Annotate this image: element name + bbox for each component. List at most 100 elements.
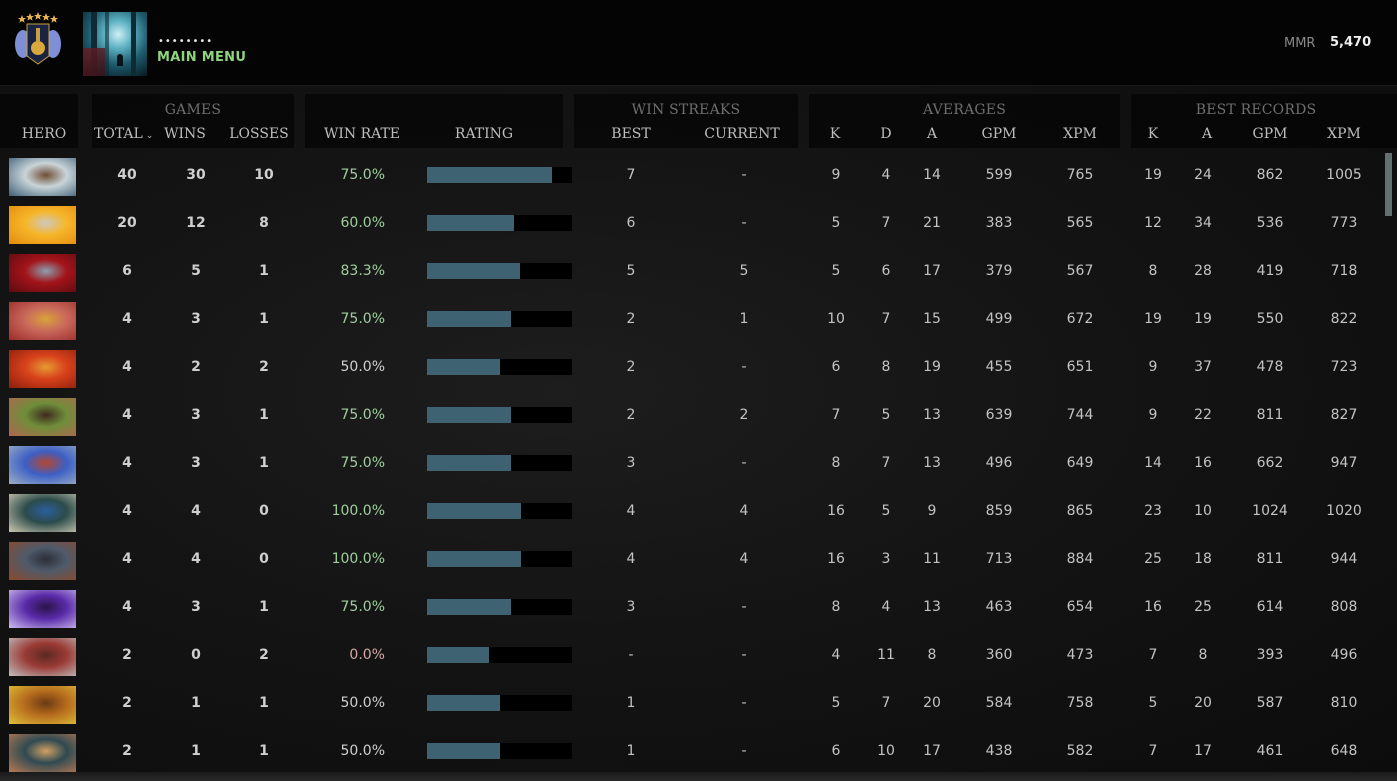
column-header-best-kills[interactable]: K xyxy=(1147,126,1159,142)
cell-losses: 1 xyxy=(259,743,269,759)
cell-losses: 2 xyxy=(259,359,269,375)
table-row[interactable]: 2 0 2 - - 4 11 8 360 473 7 8 393 496 0.0% xyxy=(0,632,1380,680)
table-row[interactable]: 4 3 1 2 1 10 7 15 499 672 19 19 550 822 75.0% xyxy=(0,296,1380,344)
cell-rec-k: 19 xyxy=(1144,167,1162,183)
rating-bar xyxy=(427,263,572,279)
cell-avg-k: 5 xyxy=(831,215,841,231)
header-block-hero xyxy=(0,94,78,148)
cell-avg-gpm: 360 xyxy=(985,647,1013,663)
column-header-current-streak[interactable]: CURRENT xyxy=(704,126,780,142)
cell-rec-xpm: 947 xyxy=(1330,455,1358,471)
cell-current-streak: 4 xyxy=(739,503,749,519)
cell-rec-a: 34 xyxy=(1194,215,1212,231)
cell-wins: 2 xyxy=(191,359,201,375)
column-header-avg-assists[interactable]: A xyxy=(926,126,938,142)
hero-queen-of-pain-portrait[interactable] xyxy=(9,254,76,292)
hero-bristleback-portrait[interactable] xyxy=(9,686,76,724)
cell-losses: 1 xyxy=(259,599,269,615)
table-row[interactable]: 2 1 1 1 - 5 7 20 584 758 5 20 587 810 50.0% xyxy=(0,680,1380,728)
column-header-rating[interactable]: RATING xyxy=(454,126,514,142)
top-bar: •••••••• MAIN MENU MMR 5,470 xyxy=(0,0,1397,86)
rating-bar-fill xyxy=(427,359,500,375)
column-header-total[interactable]: TOTAL ⌄ xyxy=(94,126,160,142)
hero-kunkka-portrait[interactable] xyxy=(9,158,76,196)
cell-rec-gpm: 662 xyxy=(1256,455,1284,471)
cell-best-streak: 3 xyxy=(626,455,636,471)
player-avatar[interactable] xyxy=(83,12,147,76)
hero-dawnbreaker-portrait[interactable] xyxy=(9,206,76,244)
header-block-winrate xyxy=(305,94,563,148)
column-header-best-streak[interactable]: BEST xyxy=(611,126,651,142)
table-row[interactable]: 4 4 0 4 4 16 3 11 713 884 25 18 811 944 100.0% xyxy=(0,536,1380,584)
cell-wins: 12 xyxy=(186,215,206,231)
column-header-hero[interactable]: HERO xyxy=(21,126,67,142)
cell-win-rate: 75.0% xyxy=(340,167,385,183)
scrollbar-track[interactable] xyxy=(1384,152,1392,772)
table-row[interactable]: 4 2 2 2 - 6 8 19 455 651 9 37 478 723 50.0% xyxy=(0,344,1380,392)
cell-win-rate: 50.0% xyxy=(340,743,385,759)
table-row[interactable]: 4 4 0 4 4 16 5 9 859 865 23 10 1024 1020 100.0% xyxy=(0,488,1380,536)
rating-bar xyxy=(427,407,572,423)
cell-avg-a: 13 xyxy=(923,455,941,471)
column-header-avg-kills[interactable]: K xyxy=(829,126,841,142)
cell-rec-xpm: 808 xyxy=(1330,599,1358,615)
cell-rec-gpm: 1024 xyxy=(1252,503,1288,519)
column-header-best-xpm[interactable]: XPM xyxy=(1327,126,1361,142)
main-menu-link[interactable]: MAIN MENU xyxy=(157,50,247,65)
cell-avg-k: 8 xyxy=(831,455,841,471)
rating-bar xyxy=(427,647,572,663)
table-row[interactable]: 4 3 1 2 2 7 5 13 639 744 9 22 811 827 75.0% xyxy=(0,392,1380,440)
table-row[interactable]: 20 12 8 6 - 5 7 21 383 565 12 34 536 773 60.0% xyxy=(0,200,1380,248)
cell-rec-a: 16 xyxy=(1194,455,1212,471)
cell-rec-gpm: 478 xyxy=(1256,359,1284,375)
cell-avg-d: 4 xyxy=(881,167,891,183)
column-header-best-gpm[interactable]: GPM xyxy=(1252,126,1288,142)
column-header-losses[interactable]: LOSSES xyxy=(229,126,289,142)
hero-void-spirit-portrait[interactable] xyxy=(9,590,76,628)
cell-total: 4 xyxy=(122,311,132,327)
cell-rec-gpm: 419 xyxy=(1256,263,1284,279)
cell-avg-k: 7 xyxy=(831,407,841,423)
cell-avg-d: 7 xyxy=(881,215,891,231)
cell-losses: 1 xyxy=(259,407,269,423)
table-row[interactable]: 4 3 1 3-8 4 13 463 654 16 25 614 808 75.0% xyxy=(0,584,1380,632)
column-header-avg-deaths[interactable]: D xyxy=(880,126,892,142)
column-header-win-rate[interactable]: WIN RATE xyxy=(323,126,401,142)
cell-avg-d: 7 xyxy=(881,311,891,327)
rating-bar xyxy=(427,455,572,471)
hero-ursa-portrait[interactable] xyxy=(9,542,76,580)
rating-bar-fill xyxy=(427,263,520,279)
hero-sven-portrait[interactable] xyxy=(9,494,76,532)
rating-bar xyxy=(427,551,572,567)
cell-rec-k: 9 xyxy=(1148,359,1158,375)
hero-troll-warlord-portrait[interactable] xyxy=(9,638,76,676)
column-header-wins[interactable]: WINS xyxy=(164,126,206,142)
hero-monkey-king-portrait[interactable] xyxy=(9,398,76,436)
cell-avg-gpm: 499 xyxy=(985,311,1013,327)
hero-ember-spirit-portrait[interactable] xyxy=(9,350,76,388)
cell-avg-xpm: 565 xyxy=(1066,215,1094,231)
scrollbar-thumb[interactable] xyxy=(1385,153,1392,216)
cell-current-streak: - xyxy=(741,599,747,615)
table-row[interactable]: 6 5 1 5 5 5 6 17 379 567 8 28 419 718 83.3% xyxy=(0,248,1380,296)
hero-ogre-magi-portrait[interactable] xyxy=(9,446,76,484)
column-header-avg-xpm[interactable]: XPM xyxy=(1063,126,1097,142)
rating-bar xyxy=(427,311,572,327)
column-header-avg-gpm[interactable]: GPM xyxy=(981,126,1017,142)
column-header-best-assists[interactable]: A xyxy=(1201,126,1213,142)
table-row[interactable]: 40 30 10 7 - 9 4 14 599 765 19 24 862 1005 75.0% xyxy=(0,152,1380,200)
cell-avg-d: 7 xyxy=(881,455,891,471)
cell-win-rate: 75.0% xyxy=(340,407,385,423)
hero-brewmaster-portrait[interactable] xyxy=(9,734,76,772)
hero-legion-commander-portrait[interactable] xyxy=(9,302,76,340)
cell-rec-gpm: 461 xyxy=(1256,743,1284,759)
cell-avg-d: 7 xyxy=(881,695,891,711)
cell-rec-a: 17 xyxy=(1194,743,1212,759)
cell-losses: 1 xyxy=(259,455,269,471)
table-row[interactable]: 4 3 1 3-8 7 13 496 649 14 16 662 947 75.0% xyxy=(0,440,1380,488)
table-row[interactable]: 2 1 1 1 - 6 10 17 438 582 7 17 461 648 50.0% xyxy=(0,728,1380,776)
cell-win-rate: 60.0% xyxy=(340,215,385,231)
rating-bar xyxy=(427,503,572,519)
cell-rec-k: 9 xyxy=(1148,407,1158,423)
header-block-games xyxy=(92,94,294,148)
